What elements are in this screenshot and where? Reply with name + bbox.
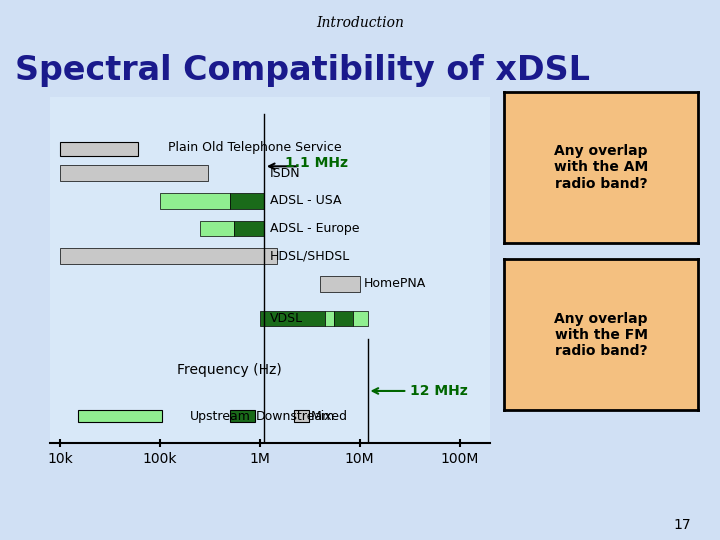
Text: Spectral Compatibility of xDSL: Spectral Compatibility of xDSL [15,54,590,87]
Bar [320,276,360,292]
Bar [353,310,368,326]
Text: HomePNA: HomePNA [364,278,426,291]
Bar [60,165,207,181]
Text: Plain Old Telephone Service: Plain Old Telephone Service [168,141,341,154]
Bar [230,193,264,208]
Text: 1.1 MHz: 1.1 MHz [285,156,348,170]
Bar [78,410,162,422]
Text: Mixed: Mixed [310,409,347,422]
Text: Frequency (Hz): Frequency (Hz) [177,363,282,377]
Bar [325,310,334,326]
Bar [230,410,255,422]
Bar [260,310,325,326]
Bar [234,221,264,237]
Text: HDSL/SHDSL: HDSL/SHDSL [270,249,350,262]
Text: 17: 17 [674,518,691,532]
Text: 12 MHz: 12 MHz [410,384,468,398]
Text: ADSL - Europe: ADSL - Europe [270,222,359,235]
Bar [294,410,309,422]
Bar [160,193,230,208]
Text: Any overlap
with the AM
radio band?: Any overlap with the AM radio band? [554,144,648,191]
Bar [60,248,277,264]
Text: Introduction: Introduction [316,16,404,30]
Text: Downstream: Downstream [256,409,336,422]
Bar [60,142,138,156]
Text: VDSL: VDSL [270,312,303,325]
Text: Upstream: Upstream [190,409,251,422]
Bar [199,221,234,237]
Bar [334,310,353,326]
Text: ADSL - USA: ADSL - USA [270,194,341,207]
Text: ISDN: ISDN [270,167,300,180]
Text: Any overlap
with the FM
radio band?: Any overlap with the FM radio band? [554,312,648,358]
